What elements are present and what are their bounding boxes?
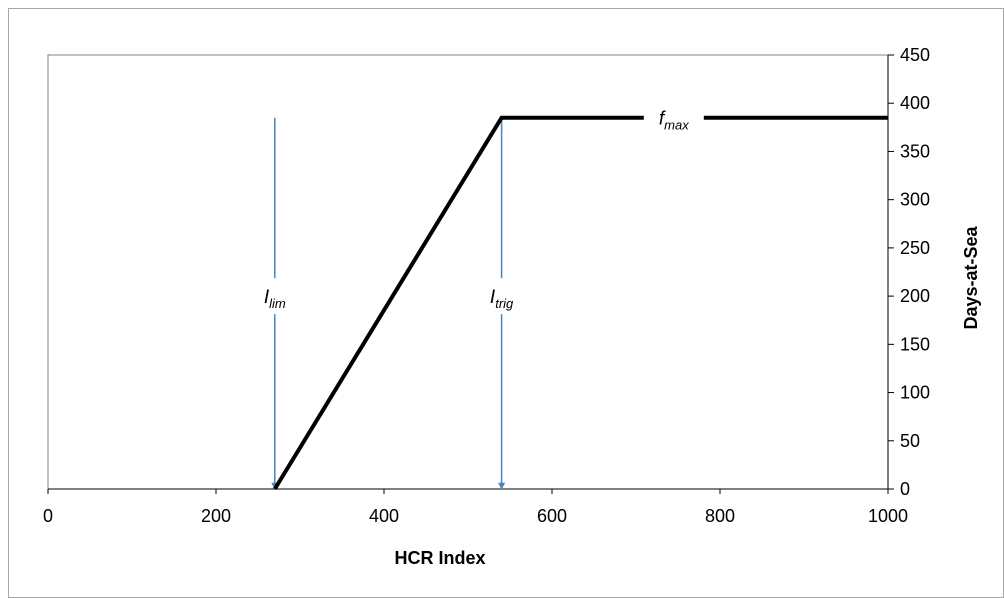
x-tick-label: 800: [705, 506, 735, 526]
x-tick-label: 200: [201, 506, 231, 526]
x-tick-label: 1000: [868, 506, 908, 526]
x-tick-label: 600: [537, 506, 567, 526]
plot-area: [47, 54, 889, 490]
y-tick-label: 100: [900, 383, 930, 403]
y-tick-label: 150: [900, 334, 930, 354]
x-tick-label: 400: [369, 506, 399, 526]
y-tick-label: 400: [900, 93, 930, 113]
x-axis-title: HCR Index: [394, 548, 485, 568]
annotation-labels: Ilim Itrig fmax: [264, 109, 704, 311]
y-tick-label: 200: [900, 286, 930, 306]
annotation-label-fmax: fmax: [659, 109, 689, 133]
y-tick-label: 250: [900, 238, 930, 258]
annotation-label-itrig: Itrig: [490, 287, 514, 311]
series-lines: [273, 115, 888, 491]
series-line-1: [273, 115, 888, 491]
annotation-bg-fmax: [643, 111, 704, 124]
annotation-arrows: [271, 117, 506, 490]
y-tick-label: 450: [900, 45, 930, 65]
plot-border: [47, 54, 889, 490]
y-tick-label: 0: [900, 479, 910, 499]
y-axis: 0 50 100 150 200 250 300 350 400 450: [887, 45, 930, 499]
y-tick-label: 350: [900, 141, 930, 161]
x-tick-label: 0: [43, 506, 53, 526]
y-tick-label: 50: [900, 431, 920, 451]
y-tick-label: 300: [900, 190, 930, 210]
y-axis-title: Days-at-Sea: [961, 225, 981, 329]
x-axis: 0 200 400 600 800 1000: [43, 488, 908, 526]
annotation-label-ilim: Ilim: [264, 287, 286, 311]
